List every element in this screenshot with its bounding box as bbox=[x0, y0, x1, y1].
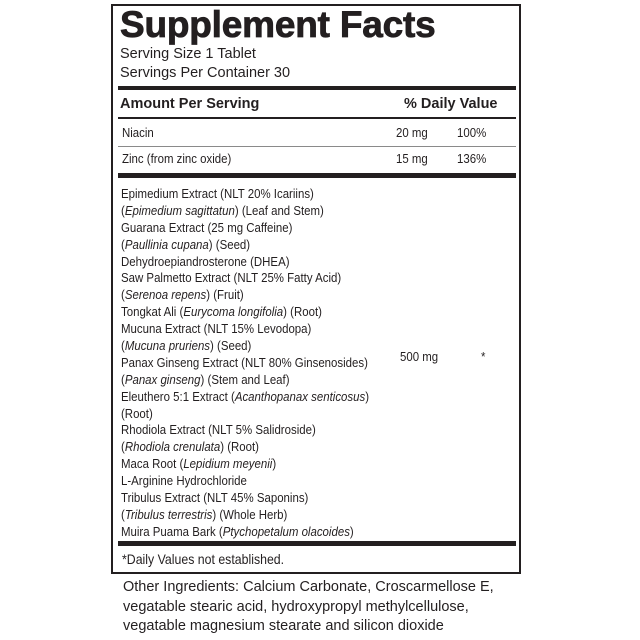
blend-ingredient-line: Muira Puama Bark (Ptychopetalum olacoide… bbox=[121, 524, 369, 541]
ingredient-text: Tribulus Extract (NLT 45% Saponins) bbox=[121, 490, 309, 506]
ingredient-text: ) (Whole Herb) bbox=[212, 506, 288, 522]
botanical-name: Tribulus terrestris bbox=[124, 506, 213, 522]
ingredient-text: ) bbox=[349, 523, 354, 539]
blend-ingredient-line: (Panax ginseng) (Stem and Leaf) bbox=[121, 372, 369, 389]
botanical-name: Mucuna pruriens bbox=[124, 338, 211, 354]
blend-ingredient-line: Tongkat Ali (Eurycoma longifolia) (Root) bbox=[121, 304, 369, 321]
divider-thick bbox=[118, 173, 516, 178]
other-ingredients-line: Other Ingredients: Calcium Carbonate, Cr… bbox=[123, 579, 494, 595]
servings-per-container: Servings Per Container 30 bbox=[120, 65, 291, 81]
footnote: *Daily Values not established. bbox=[122, 551, 285, 567]
ingredient-text: Muira Puama Bark ( bbox=[121, 523, 223, 539]
nutrient-amount: 15 mg bbox=[396, 151, 428, 166]
ingredient-text: ) (Root) bbox=[220, 439, 259, 455]
amount-per-serving-header: Amount Per Serving bbox=[120, 96, 260, 112]
blend-ingredient-line: Maca Root (Lepidium meyenii) bbox=[121, 456, 369, 473]
botanical-name: Lepidium meyenii bbox=[183, 456, 273, 472]
ingredient-text: Epimedium Extract (NLT 20% Icariins) bbox=[121, 186, 314, 201]
supplement-facts-panel: Supplement Facts Serving Size 1 Tablet S… bbox=[111, 4, 521, 574]
nutrient-dv: 136% bbox=[457, 151, 487, 166]
ingredient-text: Mucuna Extract (NLT 15% Levodopa) bbox=[121, 321, 312, 337]
blend-ingredient-line: Mucuna Extract (NLT 15% Levodopa) bbox=[121, 321, 369, 338]
blend-ingredient-line: Epimedium Extract (NLT 20% Icariins) bbox=[121, 186, 369, 203]
blend-ingredient-line: (Root) bbox=[121, 406, 369, 423]
serving-size: Serving Size 1 Tablet bbox=[120, 46, 256, 62]
blend-dv: * bbox=[481, 349, 486, 364]
blend-ingredient-line: (Mucuna pruriens) (Seed) bbox=[121, 338, 369, 355]
botanical-name: Paullinia cupana bbox=[124, 236, 209, 252]
divider-thick bbox=[118, 541, 516, 546]
daily-value-header: % Daily Value bbox=[404, 96, 498, 112]
ingredient-text: ( bbox=[121, 439, 125, 455]
ingredient-text: ( bbox=[121, 287, 125, 303]
blend-ingredient-line: Saw Palmetto Extract (NLT 25% Fatty Acid… bbox=[121, 270, 369, 287]
nutrient-name: Niacin bbox=[122, 125, 154, 140]
ingredient-text: ( bbox=[121, 506, 125, 522]
botanical-name: Panax ginseng bbox=[124, 371, 201, 387]
blend-ingredient-line: (Rhodiola crenulata) (Root) bbox=[121, 439, 369, 456]
ingredient-text: L-Arginine Hydrochloride bbox=[121, 473, 247, 489]
ingredient-text: ) (Seed) bbox=[208, 236, 251, 252]
ingredient-text: ) bbox=[365, 388, 370, 404]
blend-ingredient-line: Eleuthero 5:1 Extract (Acanthopanax sent… bbox=[121, 389, 369, 406]
ingredient-text: Maca Root ( bbox=[121, 456, 184, 472]
other-ingredients-line: vegatable magnesium stearate and silicon… bbox=[123, 618, 444, 634]
blend-ingredient-line: (Tribulus terrestris) (Whole Herb) bbox=[121, 507, 369, 524]
ingredient-text: ) (Leaf and Stem) bbox=[234, 202, 324, 218]
ingredient-text: ) (Stem and Leaf) bbox=[200, 371, 290, 387]
ingredient-text: ( bbox=[121, 371, 125, 387]
other-ingredients: Other Ingredients: Calcium Carbonate, Cr… bbox=[123, 578, 494, 637]
botanical-name: Epimedium sagittatun bbox=[124, 202, 235, 218]
divider-thin bbox=[118, 146, 516, 147]
botanical-name: Serenoa repens bbox=[124, 287, 207, 303]
nutrient-amount: 20 mg bbox=[396, 125, 428, 140]
blend-ingredient-line: (Serenoa repens) (Fruit) bbox=[121, 287, 369, 304]
ingredient-text: Dehydroepiandrosterone (DHEA) bbox=[121, 253, 290, 269]
blend-ingredient-line: Guarana Extract (25 mg Caffeine) bbox=[121, 220, 369, 237]
ingredient-text: ( bbox=[121, 236, 125, 252]
nutrient-dv: 100% bbox=[457, 125, 487, 140]
ingredient-text: ) (Fruit) bbox=[206, 287, 244, 303]
blend-ingredient-line: L-Arginine Hydrochloride bbox=[121, 473, 369, 490]
blend-ingredient-line: Tribulus Extract (NLT 45% Saponins) bbox=[121, 490, 369, 507]
ingredient-text: Panax Ginseng Extract (NLT 80% Ginsenosi… bbox=[121, 354, 368, 370]
botanical-name: Ptychopetalum olacoides bbox=[222, 523, 350, 539]
ingredient-text: Guarana Extract (25 mg Caffeine) bbox=[121, 219, 293, 235]
blend-ingredient-line: Dehydroepiandrosterone (DHEA) bbox=[121, 254, 369, 271]
blend-ingredient-line: Panax Ginseng Extract (NLT 80% Ginsenosi… bbox=[121, 355, 369, 372]
blend-ingredient-line: (Paullinia cupana) (Seed) bbox=[121, 237, 369, 254]
botanical-name: Eurycoma longifolia bbox=[183, 304, 284, 320]
ingredient-text: Rhodiola Extract (NLT 5% Salidroside) bbox=[121, 422, 316, 438]
ingredient-text: (Root) bbox=[121, 405, 153, 421]
divider-medium bbox=[118, 117, 516, 119]
panel-title: Supplement Facts bbox=[120, 4, 436, 46]
ingredient-text: Eleuthero 5:1 Extract ( bbox=[121, 388, 235, 404]
ingredient-text: Saw Palmetto Extract (NLT 25% Fatty Acid… bbox=[121, 270, 342, 286]
ingredient-text: Tongkat Ali ( bbox=[121, 304, 184, 320]
proprietary-blend-list: Epimedium Extract (NLT 20% Icariins) (Epi… bbox=[121, 186, 403, 541]
nutrient-name: Zinc (from zinc oxide) bbox=[122, 151, 232, 166]
divider-thick bbox=[118, 86, 516, 90]
ingredient-text: ) bbox=[272, 456, 277, 472]
botanical-name: Acanthopanax senticosus bbox=[234, 388, 366, 404]
other-ingredients-line: vegatable stearic acid, hydroxypropyl me… bbox=[123, 598, 469, 615]
blend-amount: 500 mg bbox=[400, 349, 439, 364]
blend-ingredient-line: Rhodiola Extract (NLT 5% Salidroside) bbox=[121, 422, 369, 439]
blend-ingredient-line: (Epimedium sagittatun) (Leaf and Stem) bbox=[121, 203, 369, 220]
botanical-name: Rhodiola crenulata bbox=[124, 439, 221, 455]
ingredient-text: ) (Root) bbox=[283, 304, 322, 320]
ingredient-text: ) (Seed) bbox=[210, 338, 252, 354]
ingredient-text: ( bbox=[121, 338, 125, 354]
ingredient-text: ( bbox=[121, 202, 125, 218]
